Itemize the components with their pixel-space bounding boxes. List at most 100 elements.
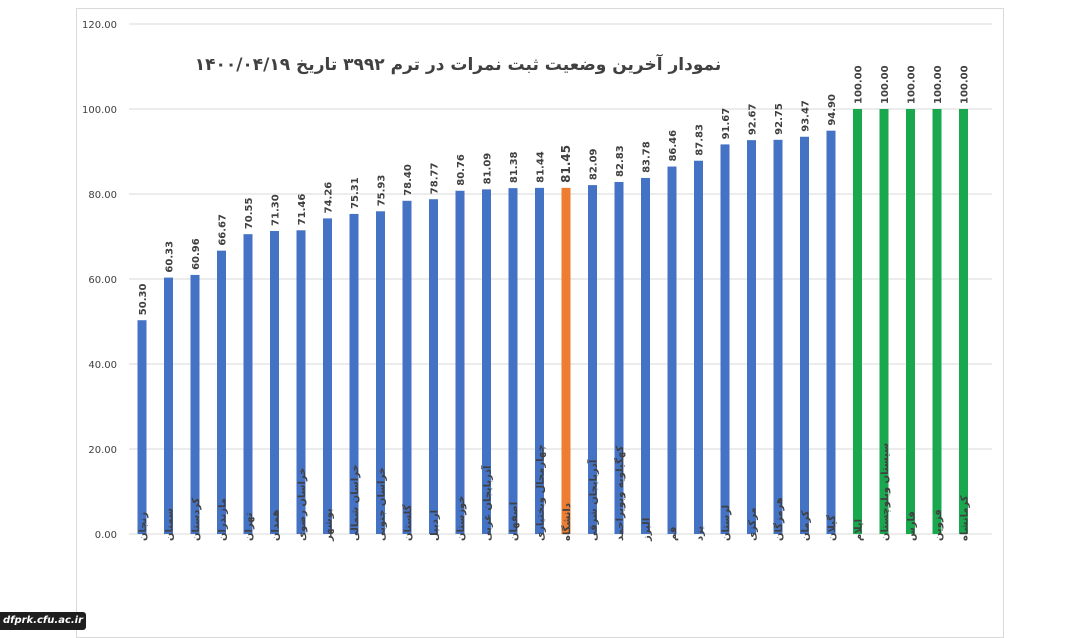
- category-label: کردستان: [191, 497, 202, 541]
- bar: [720, 144, 730, 534]
- bar: [217, 250, 226, 534]
- data-label: 81.38: [509, 151, 520, 183]
- data-label: 66.67: [218, 214, 229, 246]
- category-label: کرمان: [801, 510, 812, 541]
- y-axis-ticks: 0.00 20.00 40.00 60.00 80.00 100.00 120.00: [82, 20, 117, 541]
- y-tick-label: 60.00: [88, 275, 117, 286]
- category-label: تهران: [244, 512, 255, 541]
- data-label: 82.09: [589, 148, 600, 180]
- data-label: 86.46: [668, 130, 679, 162]
- data-label: 50.30: [138, 284, 149, 316]
- bar: [323, 218, 332, 534]
- data-label: 93.47: [801, 100, 812, 132]
- category-label: اردبیل: [430, 510, 441, 541]
- bar: [959, 109, 968, 534]
- data-label: 100.00: [854, 65, 865, 104]
- category-label: مازندران: [218, 498, 229, 541]
- data-label: 94.90: [827, 94, 838, 126]
- y-tick-label: 40.00: [88, 360, 117, 371]
- data-label: 60.96: [191, 238, 202, 270]
- bar: [402, 200, 412, 535]
- category-label: ایلام: [854, 519, 865, 541]
- bar: [694, 160, 703, 534]
- category-label: یزد: [695, 526, 706, 541]
- bar: [800, 136, 809, 534]
- chart-title: نمودار آخرین وضعیت ثبت نمرات در ترم ۳۹۹۲…: [195, 53, 722, 75]
- bar: [932, 109, 942, 534]
- data-label: 100.00: [960, 65, 971, 104]
- bar: [243, 234, 253, 534]
- data-label: 100.00: [933, 65, 944, 104]
- category-label: چهارمحال وبختیاری: [536, 444, 547, 541]
- y-tick-label: 80.00: [88, 190, 117, 201]
- category-label: قم: [668, 527, 679, 541]
- y-tick-label: 0.00: [95, 530, 117, 541]
- data-label: 100.00: [880, 65, 891, 104]
- category-label: همدان: [271, 510, 282, 541]
- data-label: 71.46: [297, 194, 308, 226]
- data-label: 100.00: [907, 65, 918, 104]
- bar: [747, 140, 756, 534]
- bar: [667, 166, 677, 535]
- category-label: گیلان: [825, 515, 838, 541]
- bar: [773, 139, 783, 534]
- bars: [137, 109, 968, 535]
- category-label: قزوین: [933, 509, 944, 541]
- category-label: آذربایجان غربی: [481, 465, 494, 541]
- y-tick-label: 120.00: [82, 20, 117, 31]
- category-label: دانشگاه: [560, 503, 573, 541]
- bar: [535, 187, 544, 534]
- category-label: خوزستان: [456, 496, 467, 541]
- data-label: 75.31: [350, 177, 361, 209]
- bar: [641, 177, 650, 534]
- category-label: سیستان وبلوچستان: [880, 443, 891, 541]
- bar: [614, 181, 624, 534]
- category-label: مرکزی: [748, 507, 759, 541]
- data-label: 70.55: [244, 197, 255, 229]
- bar: [588, 185, 597, 534]
- data-label: 92.67: [748, 103, 759, 135]
- y-tick-label: 20.00: [88, 445, 117, 456]
- category-label: خراسان جنوبی: [377, 467, 388, 541]
- bar: [853, 109, 862, 534]
- bar: [455, 190, 465, 534]
- y-tick-label: 100.00: [82, 105, 117, 116]
- bar: [906, 109, 915, 534]
- category-label: کرمانشاه: [960, 495, 971, 541]
- bar: [429, 199, 438, 535]
- category-label: کهگیلویه وبویراحمد: [613, 446, 626, 541]
- data-label: 74.26: [324, 182, 335, 214]
- watermark-badge: dfprk.cfu.ac.ir: [0, 612, 86, 630]
- bar: [826, 130, 836, 535]
- data-label: 60.33: [165, 241, 176, 273]
- category-label: بوشهر: [324, 508, 335, 542]
- bar: [296, 230, 306, 535]
- data-label: 75.93: [377, 175, 388, 207]
- data-label: 80.76: [456, 154, 467, 186]
- bar: [376, 211, 385, 535]
- category-label: سمنان: [165, 508, 176, 541]
- bar: [270, 230, 279, 534]
- data-label: 91.67: [721, 108, 732, 140]
- data-label: 82.83: [615, 145, 626, 177]
- bar-chart: 50.30 60.33 60.96 66.67 70.55 71.30 71.46 74.26…: [82, 20, 992, 542]
- category-label: زنجان: [138, 512, 149, 541]
- data-label: 87.83: [695, 124, 706, 156]
- category-label: اصفهان: [509, 502, 520, 541]
- x-axis-categories: زنجان سمنان کردستان مازندران تهران همدان خراسا…: [138, 443, 971, 542]
- data-labels: 50.30 60.33 60.96 66.67 70.55 71.30 71.46 74.26…: [138, 65, 971, 315]
- bar: [482, 189, 491, 534]
- category-label: گلستان: [401, 504, 414, 541]
- data-label: 81.45: [559, 145, 573, 183]
- category-label: خراسان رضوی: [297, 468, 308, 541]
- bar: [508, 188, 518, 534]
- data-label: 78.77: [430, 163, 441, 195]
- bar: [164, 277, 173, 534]
- category-label: لرستان: [721, 505, 732, 541]
- data-label: 81.09: [483, 153, 494, 185]
- category-label: البرز: [642, 518, 653, 542]
- data-label: 81.44: [536, 151, 547, 183]
- bar: [190, 274, 200, 534]
- data-label: 78.40: [403, 164, 414, 196]
- bar: [879, 109, 889, 534]
